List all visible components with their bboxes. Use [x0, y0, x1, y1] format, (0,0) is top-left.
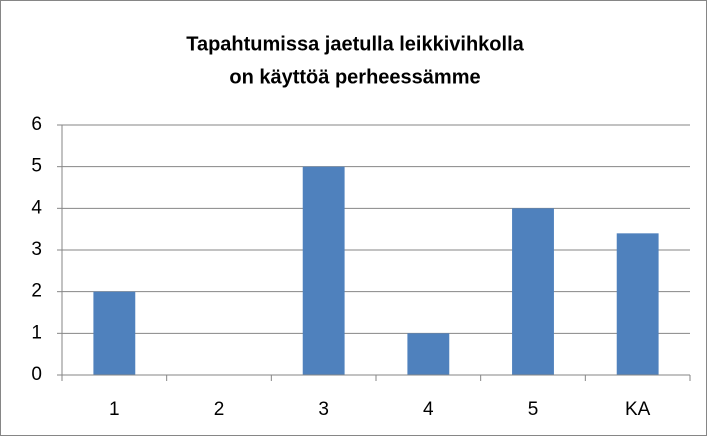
y-tick-label: 5 — [31, 156, 42, 177]
bar — [93, 291, 136, 375]
x-tick-label: 2 — [214, 399, 225, 420]
bar — [512, 208, 554, 375]
x-tick-label: KA — [625, 399, 651, 420]
bar — [302, 166, 345, 375]
y-tick-label: 4 — [31, 197, 42, 218]
bar — [616, 233, 659, 375]
x-tick-label: 4 — [423, 399, 434, 420]
chart-title: on käyttöä perheessämme — [229, 66, 480, 88]
x-tick-label: 1 — [109, 399, 120, 420]
y-tick-label: 6 — [31, 114, 42, 135]
x-tick-label: 3 — [318, 399, 329, 420]
y-tick-label: 3 — [31, 239, 42, 260]
y-tick-label: 1 — [31, 322, 42, 343]
bar — [407, 333, 450, 375]
y-tick-label: 2 — [31, 281, 42, 302]
chart-title: Tapahtumissa jaetulla leikkivihkolla — [186, 33, 524, 55]
x-tick-label: 5 — [528, 399, 539, 420]
y-tick-label: 0 — [31, 364, 42, 385]
